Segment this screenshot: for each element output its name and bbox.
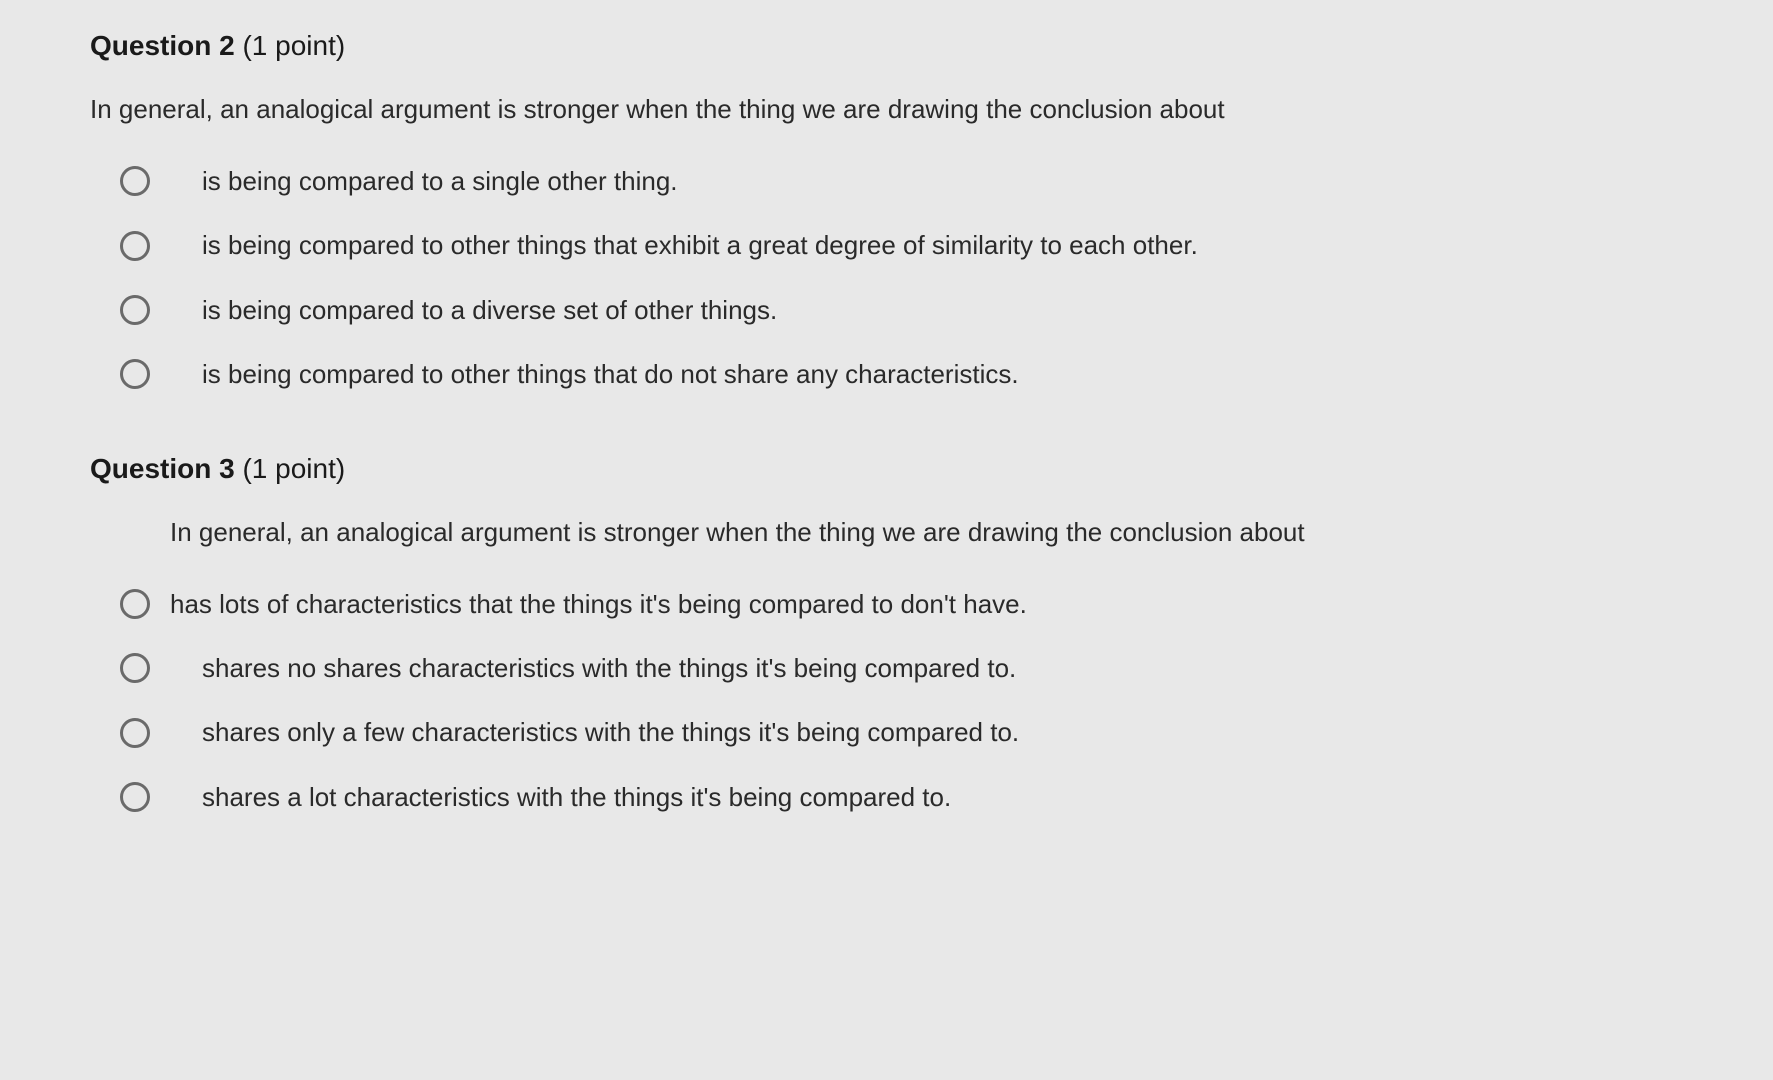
option-row[interactable]: shares a lot characteristics with the th…	[120, 779, 1683, 815]
option-row[interactable]: has lots of characteristics that the thi…	[120, 586, 1683, 622]
option-text: has lots of characteristics that the thi…	[170, 586, 1027, 622]
option-text: is being compared to other things that d…	[202, 356, 1019, 392]
radio-button[interactable]	[120, 653, 150, 683]
option-row[interactable]: is being compared to a diverse set of ot…	[120, 292, 1683, 328]
option-text: shares only a few characteristics with t…	[202, 714, 1019, 750]
question-3-block: Question 3 (1 point) In general, an anal…	[90, 453, 1683, 816]
question-3-prompt: In general, an analogical argument is st…	[90, 513, 1683, 552]
option-text: is being compared to a diverse set of ot…	[202, 292, 777, 328]
option-text: is being compared to other things that e…	[202, 227, 1198, 263]
option-row[interactable]: is being compared to other things that d…	[120, 356, 1683, 392]
question-2-block: Question 2 (1 point) In general, an anal…	[90, 30, 1683, 393]
radio-button[interactable]	[120, 359, 150, 389]
radio-button[interactable]	[120, 166, 150, 196]
question-3-points: (1 point)	[235, 453, 346, 484]
question-3-options: has lots of characteristics that the thi…	[90, 586, 1683, 816]
option-row[interactable]: is being compared to a single other thin…	[120, 163, 1683, 199]
option-text: shares no shares characteristics with th…	[202, 650, 1016, 686]
radio-button[interactable]	[120, 782, 150, 812]
question-3-number: Question 3	[90, 453, 235, 484]
radio-button[interactable]	[120, 231, 150, 261]
option-row[interactable]: shares only a few characteristics with t…	[120, 714, 1683, 750]
question-3-title: Question 3 (1 point)	[90, 453, 1683, 485]
question-2-title: Question 2 (1 point)	[90, 30, 1683, 62]
question-2-options: is being compared to a single other thin…	[90, 163, 1683, 393]
question-2-points: (1 point)	[235, 30, 346, 61]
option-row[interactable]: shares no shares characteristics with th…	[120, 650, 1683, 686]
quiz-page: Question 2 (1 point) In general, an anal…	[0, 0, 1773, 915]
question-2-prompt: In general, an analogical argument is st…	[90, 90, 1683, 129]
option-row[interactable]: is being compared to other things that e…	[120, 227, 1683, 263]
option-text: shares a lot characteristics with the th…	[202, 779, 951, 815]
radio-button[interactable]	[120, 589, 150, 619]
radio-button[interactable]	[120, 718, 150, 748]
option-text: is being compared to a single other thin…	[202, 163, 678, 199]
question-2-number: Question 2	[90, 30, 235, 61]
radio-button[interactable]	[120, 295, 150, 325]
question-3-prompt-text: In general, an analogical argument is st…	[130, 517, 1305, 547]
